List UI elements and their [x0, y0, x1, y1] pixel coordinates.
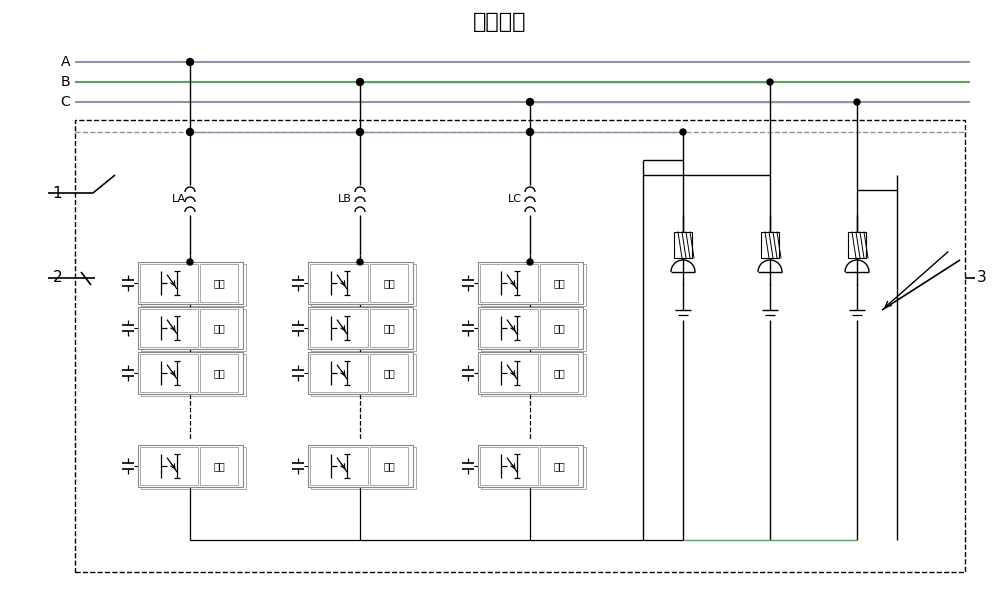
Bar — [370, 354, 408, 392]
Text: 旁路: 旁路 — [553, 461, 565, 471]
Circle shape — [767, 79, 773, 85]
Bar — [200, 354, 238, 392]
Text: 旁路: 旁路 — [383, 323, 395, 333]
Bar — [481, 354, 586, 396]
Bar — [310, 264, 368, 302]
Text: LA: LA — [172, 194, 186, 204]
Text: 旁路: 旁路 — [213, 368, 225, 378]
Text: C: C — [60, 95, 70, 109]
Bar — [478, 352, 583, 394]
Bar — [480, 354, 538, 392]
Text: A: A — [60, 55, 70, 69]
Text: B: B — [60, 75, 70, 89]
Bar — [540, 264, 578, 302]
Text: 旁路: 旁路 — [383, 461, 395, 471]
Bar — [200, 447, 238, 485]
Bar — [140, 264, 198, 302]
Text: 旁路: 旁路 — [213, 461, 225, 471]
Bar — [138, 307, 243, 349]
Bar — [311, 309, 416, 351]
Bar — [540, 354, 578, 392]
Bar — [540, 447, 578, 485]
Bar — [138, 445, 243, 487]
Circle shape — [357, 259, 363, 265]
Circle shape — [680, 129, 686, 135]
Text: 3: 3 — [977, 271, 987, 285]
Bar — [370, 309, 408, 347]
Bar — [138, 262, 243, 304]
Circle shape — [356, 128, 364, 135]
Bar — [370, 264, 408, 302]
Bar — [540, 309, 578, 347]
Text: 旁路: 旁路 — [383, 278, 395, 288]
Bar — [308, 307, 413, 349]
Text: 旁路: 旁路 — [553, 368, 565, 378]
Circle shape — [186, 128, 194, 135]
Bar — [370, 447, 408, 485]
Bar — [200, 264, 238, 302]
Bar — [478, 262, 583, 304]
Bar — [311, 447, 416, 489]
Bar — [310, 354, 368, 392]
Text: LC: LC — [508, 194, 522, 204]
Bar — [141, 309, 246, 351]
Bar — [140, 447, 198, 485]
Bar — [141, 264, 246, 306]
Bar — [478, 307, 583, 349]
Circle shape — [356, 79, 364, 86]
Circle shape — [186, 59, 194, 66]
Bar — [308, 352, 413, 394]
Bar — [480, 309, 538, 347]
Bar — [481, 309, 586, 351]
Bar — [200, 309, 238, 347]
Circle shape — [526, 128, 534, 135]
Text: 旁路: 旁路 — [553, 323, 565, 333]
Text: 旁路: 旁路 — [383, 368, 395, 378]
Bar — [140, 309, 198, 347]
Bar — [478, 445, 583, 487]
Bar — [481, 447, 586, 489]
Circle shape — [187, 259, 193, 265]
Bar — [310, 309, 368, 347]
Text: 旁路: 旁路 — [553, 278, 565, 288]
Bar — [141, 354, 246, 396]
Text: 旁路: 旁路 — [213, 323, 225, 333]
Bar — [138, 352, 243, 394]
Bar — [480, 264, 538, 302]
Text: 2: 2 — [52, 271, 62, 285]
Bar — [480, 447, 538, 485]
Text: LB: LB — [338, 194, 352, 204]
Bar — [141, 447, 246, 489]
Bar — [311, 264, 416, 306]
Text: 高压母线: 高压母线 — [473, 12, 527, 32]
Bar — [140, 354, 198, 392]
Bar — [308, 445, 413, 487]
Bar — [308, 262, 413, 304]
Bar — [311, 354, 416, 396]
Bar — [481, 264, 586, 306]
Circle shape — [526, 99, 534, 106]
Bar — [848, 232, 866, 258]
Bar — [75, 120, 965, 572]
Bar — [310, 447, 368, 485]
Circle shape — [854, 99, 860, 105]
Circle shape — [527, 259, 533, 265]
Bar — [674, 232, 692, 258]
Text: 旁路: 旁路 — [213, 278, 225, 288]
Bar — [761, 232, 779, 258]
Text: 1: 1 — [52, 186, 62, 200]
